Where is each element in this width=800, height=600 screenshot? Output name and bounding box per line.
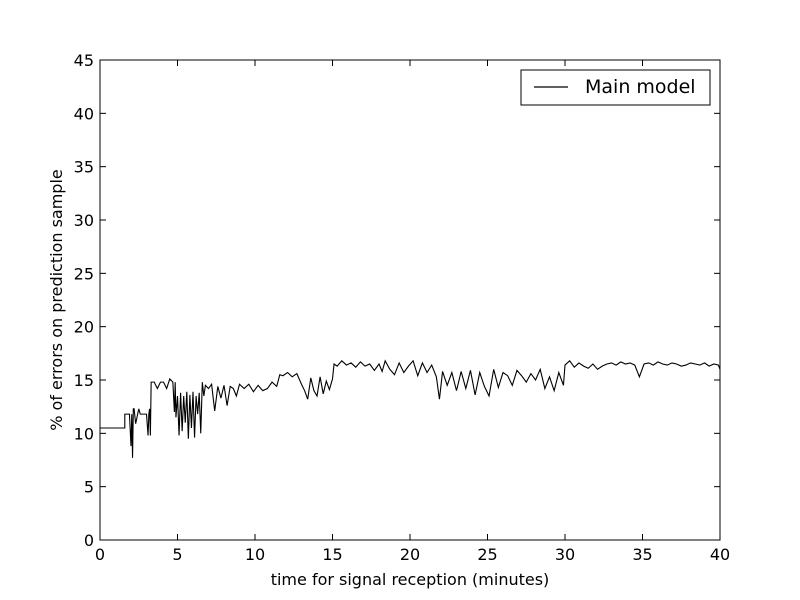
y-tick-label: 25 [74, 264, 94, 283]
y-tick-label: 0 [84, 531, 94, 550]
y-axis-label: % of errors on prediction sample [47, 169, 66, 431]
legend: Main model [520, 69, 711, 106]
x-tick-label: 20 [400, 545, 420, 564]
y-tick-label: 40 [74, 104, 94, 123]
x-tick-label: 0 [95, 545, 105, 564]
series-layer [100, 359, 721, 458]
x-axis-label: time for signal reception (minutes) [271, 570, 550, 589]
y-tick-label: 20 [74, 318, 94, 337]
y-tick-label: 45 [74, 51, 94, 70]
ticks-layer: 0 5 10 15 20 25 30 35 40 0 5 10 15 20 25 30 35 40 45 [74, 51, 731, 564]
x-tick-label: 10 [245, 545, 265, 564]
x-tick-label: 5 [172, 545, 182, 564]
legend-label-main-model: Main model [585, 76, 696, 98]
y-tick-label: 15 [74, 371, 94, 390]
x-tick-label: 15 [322, 545, 342, 564]
x-tick-label: 40 [710, 545, 730, 564]
y-tick-label: 35 [74, 158, 94, 177]
y-tick-label: 30 [74, 211, 94, 230]
series-line-main-model [100, 359, 721, 458]
y-tick-label: 5 [84, 478, 94, 497]
x-tick-label: 30 [555, 545, 575, 564]
x-tick-label: 35 [632, 545, 652, 564]
y-tick-label: 10 [74, 424, 94, 443]
x-tick-label: 25 [477, 545, 497, 564]
